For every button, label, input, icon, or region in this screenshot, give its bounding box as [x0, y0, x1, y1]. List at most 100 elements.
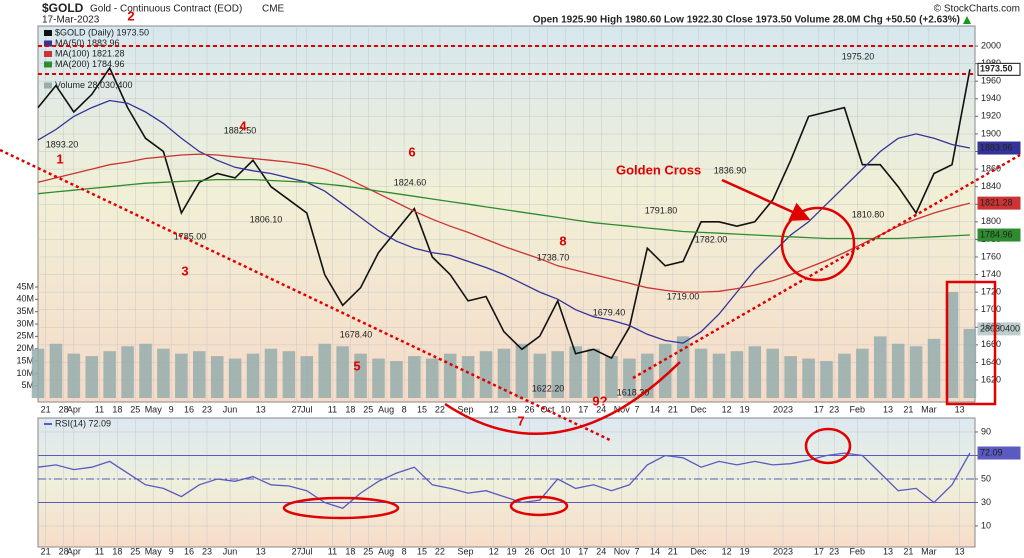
x-tick-label: Jun — [223, 546, 238, 556]
x-tick-label: Dec — [691, 404, 708, 414]
legend-swatch — [44, 30, 52, 36]
y-tick-label: 30 — [981, 497, 991, 507]
note: Golden Cross — [616, 162, 701, 177]
last-value-label: 1784.96 — [980, 229, 1013, 239]
x-tick-label: 2023 — [773, 404, 793, 414]
note: 6 — [408, 144, 415, 159]
last-value-box — [977, 196, 1021, 210]
price-label: 1622.20 — [532, 383, 565, 393]
volume-bar — [874, 336, 887, 399]
x-tick-label: 28 — [59, 404, 69, 414]
price-label: 1618.30 — [617, 387, 650, 397]
x-tick-label: 26 — [525, 404, 535, 414]
x-tick-label: 16 — [184, 546, 194, 556]
volume-bar — [497, 348, 511, 399]
y2-tick-label: 20M — [16, 343, 34, 353]
x-tick-label: 28 — [59, 546, 69, 556]
y2-tick-label: 10M — [16, 368, 34, 378]
legend-entry: MA(50) 1883.96 — [55, 38, 120, 48]
volume-bar — [372, 358, 385, 399]
y2-tick-label: 35M — [16, 306, 34, 316]
price-label: 1824.60 — [394, 177, 427, 187]
volume-bar — [282, 351, 296, 399]
volume-bar — [587, 348, 600, 399]
note: 3 — [181, 263, 188, 278]
volume-bar — [121, 346, 134, 399]
price-label: 1785.00 — [174, 231, 207, 241]
x-tick-label: Aug — [378, 404, 394, 414]
x-tick-label: Sep — [458, 546, 474, 556]
x-tick-label: 19 — [740, 546, 750, 556]
price-label: 1679.40 — [593, 307, 626, 317]
x-tick-label: 9 — [169, 546, 174, 556]
x-tick-label: Mar — [921, 546, 937, 556]
last-value-box — [977, 141, 1021, 155]
volume-bar — [67, 353, 81, 399]
date: 17-Mar-2023 — [42, 15, 100, 26]
x-tick-label: 25 — [130, 404, 140, 414]
volume-bar — [658, 343, 672, 399]
legend-swatch — [44, 40, 52, 47]
volume-bar — [945, 291, 959, 399]
rsi-circle — [804, 427, 852, 465]
last-value-label: 28030400 — [980, 323, 1020, 333]
volume-bar — [694, 348, 708, 399]
x-tick-label: May — [145, 404, 163, 414]
last-value-box — [977, 62, 1021, 76]
symbol: $GOLD — [42, 1, 84, 15]
x-tick-label: 21 — [903, 546, 913, 556]
price-label: 1806.10 — [250, 214, 283, 224]
y-tick-label: 10 — [981, 520, 991, 530]
x-tick-label: Dec — [691, 546, 708, 556]
y-tick-label: 1940 — [981, 93, 1001, 103]
x-tick-label: May — [145, 546, 163, 556]
x-tick-label: Jul — [301, 404, 313, 414]
price-label: 1738.70 — [537, 252, 570, 262]
x-tick-label: 13 — [256, 546, 266, 556]
volume-bar — [425, 358, 439, 399]
legend-entry: MA(100) 1821.28 — [55, 48, 125, 58]
x-tick-label: 13 — [883, 404, 893, 414]
x-tick-label: 25 — [130, 546, 140, 556]
cross-circle — [780, 206, 856, 282]
x-tick-label: 23 — [202, 404, 212, 414]
x-tick-label: 8 — [402, 404, 407, 414]
volume-bar — [390, 361, 403, 399]
x-tick-label: 21 — [903, 404, 913, 414]
y-tick-label: 1800 — [981, 216, 1001, 226]
volume-bar — [264, 348, 278, 399]
last-value-label: 1973.50 — [980, 64, 1013, 74]
x-tick-label: 17 — [814, 404, 824, 414]
volume-bar — [31, 348, 45, 399]
x-tick-label: 13 — [955, 404, 965, 414]
y-tick-label: 1640 — [981, 357, 1001, 367]
volume-bar — [623, 358, 636, 399]
trend-line — [632, 153, 1021, 380]
up-arrow — [963, 16, 971, 24]
volume-bar — [909, 346, 923, 399]
x-tick-label: 25 — [363, 404, 373, 414]
volume-bar — [246, 353, 260, 399]
rsi-panel — [37, 417, 976, 548]
price-panel — [37, 25, 976, 403]
x-tick-label: 26 — [525, 546, 535, 556]
x-tick-label: 18 — [112, 546, 122, 556]
note: 1 — [56, 151, 63, 166]
title: Gold - Continuous Contract (EOD) — [90, 4, 242, 15]
x-tick-label: 13 — [256, 404, 266, 414]
price-label: 1719.00 — [667, 291, 700, 301]
x-tick-label: 7 — [635, 546, 640, 556]
volume-bar — [748, 346, 762, 399]
trend-line — [0, 148, 611, 442]
x-tick-label: 17 — [578, 546, 588, 556]
x-tick-label: 21 — [41, 546, 51, 556]
y-tick-label: 1860 — [981, 163, 1001, 173]
x-tick-label: 14 — [650, 404, 660, 414]
y2-tick-label: 30M — [16, 318, 34, 328]
series-line — [37, 66, 971, 360]
exchange: CME — [262, 4, 285, 15]
x-tick-label: 24 — [596, 404, 606, 414]
x-tick-label: Sep — [458, 404, 474, 414]
price-label: 1975.20 — [842, 51, 875, 61]
